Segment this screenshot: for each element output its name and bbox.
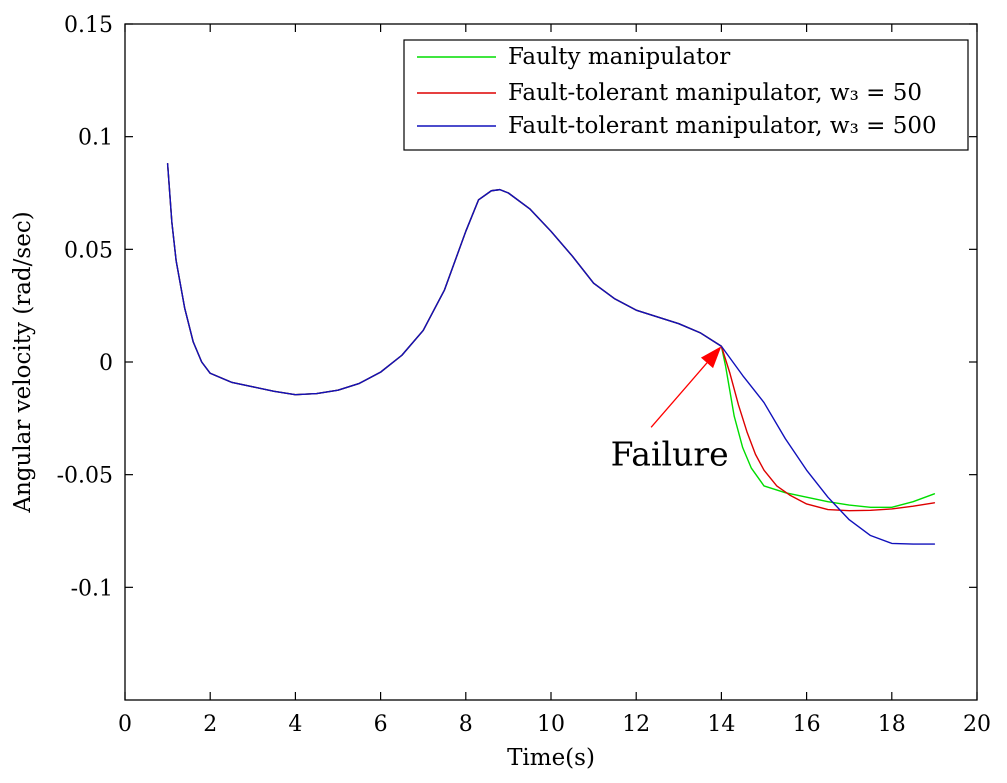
x-tick-label: 2 [203, 712, 217, 737]
x-tick-label: 12 [622, 712, 650, 737]
y-tick-label: 0.1 [78, 126, 113, 151]
x-tick-label: 8 [459, 712, 473, 737]
y-tick-label: 0.15 [64, 13, 113, 38]
y-axis-label: Angular velocity (rad/sec) [10, 211, 36, 513]
failure-arrow [650, 362, 708, 428]
x-axis-label: Time(s) [507, 745, 595, 771]
legend-label-w3-500: Fault-tolerant manipulator, w₃ = 500 [508, 113, 937, 139]
legend-box [403, 39, 969, 151]
x-tick-label: 10 [537, 712, 565, 737]
y-tick-label: -0.1 [71, 576, 113, 601]
y-tick-label: 0.05 [64, 238, 113, 263]
failure-arrow-head [700, 346, 722, 369]
series-layer [166, 163, 936, 545]
x-tick-label: 18 [878, 712, 906, 737]
legend-label-faulty: Faulty manipulator [508, 44, 730, 70]
x-tick-label: 6 [374, 712, 388, 737]
failure-annotation: Failure [611, 346, 729, 474]
y-tick-label: -0.05 [57, 464, 113, 489]
plot-frame [124, 23, 978, 701]
x-tick-label: 16 [793, 712, 821, 737]
x-tick-label: 0 [118, 712, 132, 737]
series-line-faulty [166, 163, 936, 509]
series-line-w3-50 [166, 163, 936, 512]
y-tick-label: 0 [99, 351, 113, 376]
failure-label: Failure [611, 435, 729, 474]
ticks-layer: 0 2 4 6 8 10 12 14 16 18 20 0.15 0.1 0.05 0 -0.05 -0.1 [57, 13, 991, 737]
series-line-w3-500 [166, 163, 936, 545]
x-tick-label: 4 [288, 712, 302, 737]
legend-label-w3-50: Fault-tolerant manipulator, w₃ = 50 [508, 80, 922, 106]
legend: Faulty manipulator Fault-tolerant manipu… [403, 39, 969, 151]
x-tick-label: 20 [963, 712, 991, 737]
x-tick-label: 14 [707, 712, 735, 737]
